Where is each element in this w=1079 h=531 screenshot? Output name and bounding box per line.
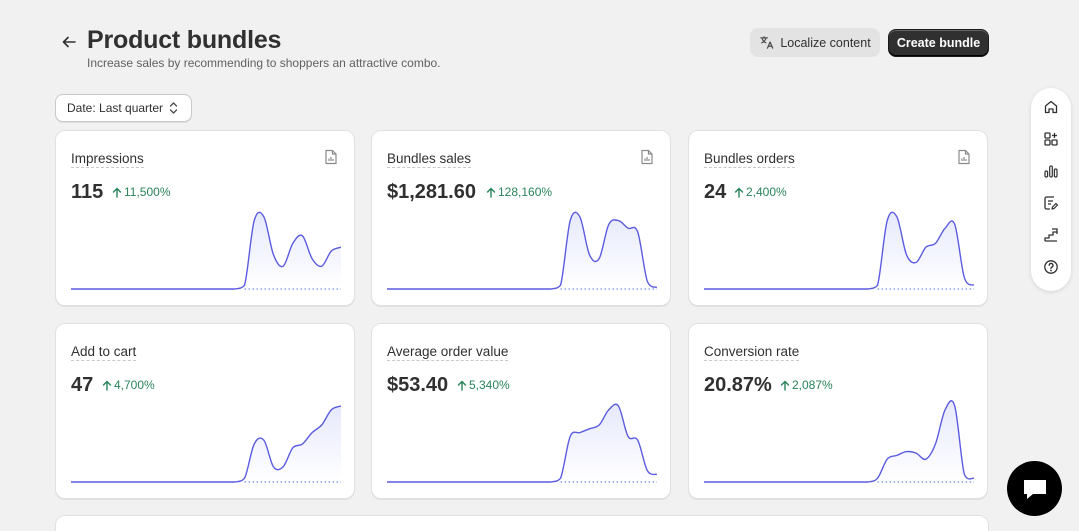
report-icon[interactable] bbox=[640, 149, 654, 165]
page-subtitle: Increase sales by recommending to shoppe… bbox=[87, 56, 441, 70]
metric-card-bundles-orders: Bundles orders 24 2,400% bbox=[688, 130, 988, 306]
metric-delta-value: 5,340% bbox=[469, 378, 510, 392]
apps-add-icon[interactable] bbox=[1042, 130, 1060, 148]
metric-card-conversion-rate: Conversion rate 20.87% 2,087% bbox=[688, 323, 988, 499]
metric-title: Bundles sales bbox=[387, 151, 472, 168]
localize-content-button[interactable]: Localize content bbox=[750, 28, 880, 57]
metric-delta: 2,400% bbox=[734, 185, 787, 199]
metric-delta-value: 2,087% bbox=[792, 378, 833, 392]
metric-value: $53.40 bbox=[387, 374, 449, 396]
metric-delta: 11,500% bbox=[112, 185, 170, 199]
back-button[interactable] bbox=[58, 31, 80, 53]
home-icon[interactable] bbox=[1042, 98, 1060, 116]
create-bundle-button[interactable]: Create bundle bbox=[888, 29, 989, 57]
arrow-up-icon bbox=[102, 380, 112, 391]
report-icon[interactable] bbox=[957, 149, 971, 165]
sparkline-area bbox=[71, 212, 341, 289]
metric-value: 115 bbox=[71, 181, 104, 203]
sparkline-line bbox=[704, 211, 974, 290]
metric-title: Conversion rate bbox=[704, 344, 800, 361]
sparkline-chart bbox=[71, 211, 341, 290]
metric-title: Add to cart bbox=[71, 344, 137, 361]
page-title: Product bundles bbox=[87, 26, 282, 54]
metric-card-bundles-sales: Bundles sales $1,281.60 128,160% bbox=[371, 130, 671, 306]
sparkline-area bbox=[704, 212, 974, 289]
metric-delta-value: 128,160% bbox=[498, 185, 553, 199]
metric-delta-value: 11,500% bbox=[124, 185, 171, 199]
date-range-label: Date: Last quarter bbox=[67, 101, 164, 115]
arrow-left-icon bbox=[62, 36, 76, 48]
metric-value: 24 bbox=[704, 181, 727, 203]
report-icon[interactable] bbox=[324, 149, 338, 165]
metric-title: Bundles orders bbox=[704, 151, 795, 168]
sparkline-area bbox=[704, 400, 974, 482]
chat-bubble-icon bbox=[1023, 479, 1046, 499]
chat-button[interactable] bbox=[1007, 461, 1062, 516]
select-chevrons-icon bbox=[169, 102, 178, 114]
sparkline-line bbox=[387, 403, 657, 483]
metric-delta-value: 2,400% bbox=[746, 185, 787, 199]
metric-value: $1,281.60 bbox=[387, 181, 476, 203]
metric-card-average-order-value: Average order value $53.40 5,340% bbox=[371, 323, 671, 499]
arrow-up-icon bbox=[112, 187, 122, 198]
sparkline-line bbox=[71, 211, 341, 290]
arrow-up-icon bbox=[734, 187, 744, 198]
arrow-up-icon bbox=[780, 380, 790, 391]
sparkline-area bbox=[387, 212, 657, 289]
metric-title: Impressions bbox=[71, 151, 144, 168]
metric-delta: 128,160% bbox=[486, 185, 552, 199]
metric-delta: 2,087% bbox=[780, 378, 833, 392]
growth-stairs-icon[interactable] bbox=[1042, 226, 1060, 244]
help-icon[interactable] bbox=[1042, 258, 1060, 276]
translate-icon bbox=[760, 36, 774, 49]
date-range-selector[interactable]: Date: Last quarter bbox=[55, 94, 192, 122]
sparkline-line bbox=[387, 211, 657, 290]
sparkline-chart bbox=[704, 400, 974, 483]
sparkline-line bbox=[704, 400, 974, 483]
side-rail bbox=[1031, 88, 1071, 291]
catalog-edit-icon[interactable] bbox=[1042, 194, 1060, 212]
metric-delta: 5,340% bbox=[457, 378, 510, 392]
metric-card-add-to-cart: Add to cart 47 4,700% bbox=[55, 323, 355, 499]
sparkline-line bbox=[71, 405, 341, 483]
metric-title: Average order value bbox=[387, 344, 509, 361]
bundles-list-card bbox=[55, 515, 989, 531]
metric-value: 20.87% bbox=[704, 374, 772, 396]
localize-content-label: Localize content bbox=[780, 35, 871, 50]
metric-delta: 4,700% bbox=[102, 378, 155, 392]
analytics-icon[interactable] bbox=[1042, 162, 1060, 180]
sparkline-chart bbox=[704, 211, 974, 290]
metric-delta-value: 4,700% bbox=[114, 378, 155, 392]
arrow-up-icon bbox=[457, 380, 467, 391]
sparkline-area bbox=[387, 404, 657, 482]
metric-card-impressions: Impressions 115 11,500% bbox=[55, 130, 355, 306]
sparkline-chart bbox=[71, 405, 341, 483]
arrow-up-icon bbox=[486, 187, 496, 198]
sparkline-chart bbox=[387, 211, 657, 290]
metric-value: 47 bbox=[71, 374, 94, 396]
sparkline-chart bbox=[387, 403, 657, 483]
sparkline-area bbox=[71, 406, 341, 482]
